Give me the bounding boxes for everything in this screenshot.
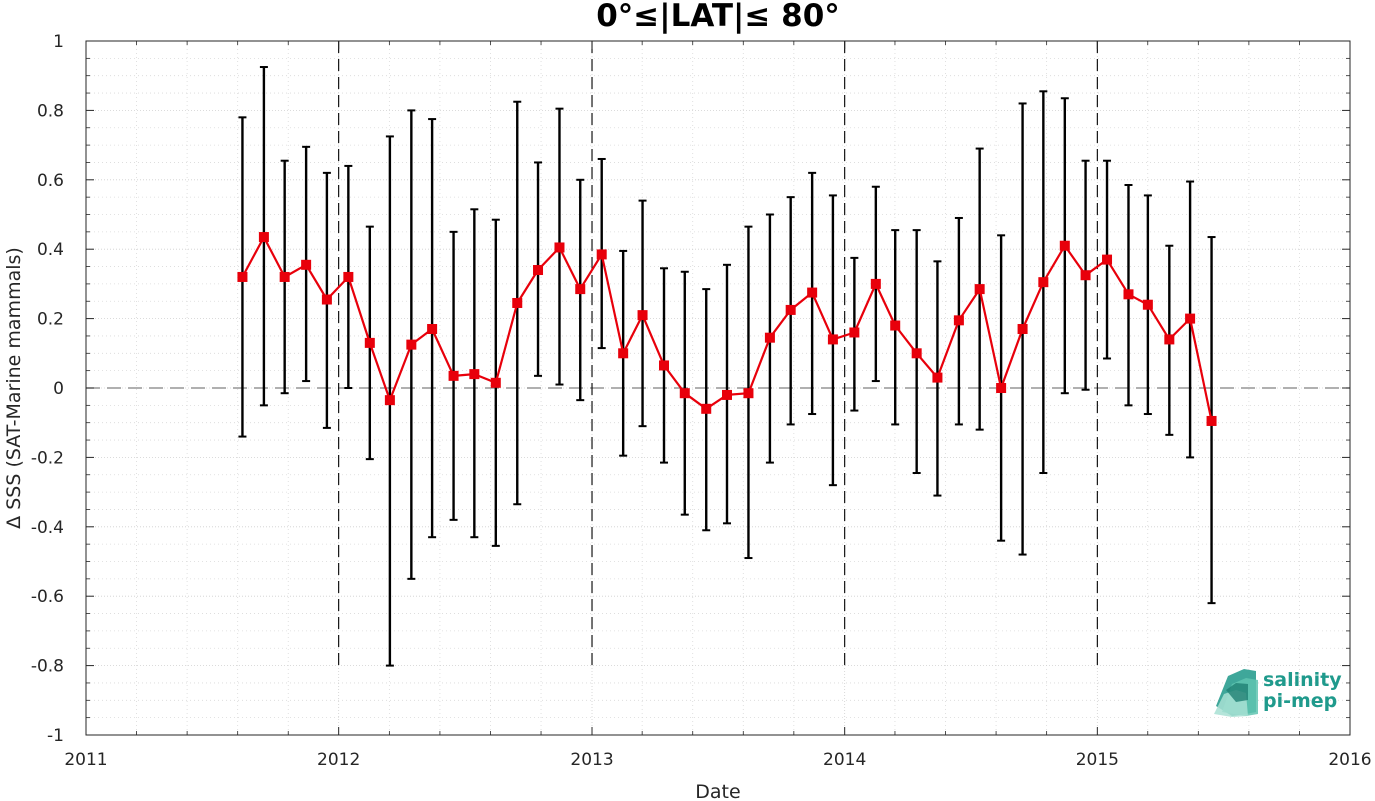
data-point-marker bbox=[364, 337, 375, 348]
data-point-marker bbox=[1059, 240, 1070, 251]
axis-ticks bbox=[85, 40, 1351, 736]
y-tick-label: 0.6 bbox=[37, 171, 64, 191]
data-point-marker bbox=[301, 259, 312, 270]
x-tick-label: 2014 bbox=[823, 750, 866, 770]
data-point-marker bbox=[343, 271, 354, 282]
data-point-marker bbox=[870, 278, 881, 289]
data-point-marker bbox=[743, 388, 754, 399]
x-tick-label: 2015 bbox=[1076, 750, 1119, 770]
data-point-marker bbox=[679, 388, 690, 399]
logo-text-salinity: salinity bbox=[1263, 669, 1342, 691]
data-point-marker bbox=[996, 383, 1007, 393]
data-point-marker bbox=[554, 242, 565, 253]
data-point-marker bbox=[533, 265, 544, 276]
data-point-marker bbox=[721, 389, 732, 400]
y-tick-label: 0 bbox=[53, 379, 64, 399]
data-point-marker bbox=[701, 403, 712, 414]
data-point-marker bbox=[1185, 313, 1196, 324]
wave-logo-icon bbox=[1214, 669, 1258, 717]
data-point-marker bbox=[427, 324, 438, 335]
data-point-marker bbox=[764, 332, 775, 343]
data-point-marker bbox=[448, 370, 459, 381]
data-point-marker bbox=[237, 271, 248, 282]
data-point-marker bbox=[406, 339, 417, 350]
data-point-marker bbox=[932, 372, 943, 383]
data-point-marker bbox=[1164, 334, 1175, 345]
data-point-marker bbox=[637, 310, 648, 321]
data-point-marker bbox=[785, 304, 796, 315]
data-point-marker bbox=[911, 348, 922, 359]
data-point-marker bbox=[953, 315, 964, 326]
y-tick-label: -0.6 bbox=[31, 587, 64, 607]
data-point-marker bbox=[279, 271, 290, 282]
series-markers bbox=[237, 232, 1217, 426]
data-point-marker bbox=[1206, 415, 1217, 426]
y-tick-label: 0.4 bbox=[37, 240, 64, 260]
y-tick-label: -1 bbox=[47, 726, 64, 746]
data-point-marker bbox=[618, 348, 629, 359]
y-tick-label: 0.2 bbox=[37, 310, 64, 330]
data-point-marker bbox=[1080, 270, 1091, 281]
data-point-marker bbox=[384, 395, 395, 406]
data-point-marker bbox=[849, 327, 860, 338]
data-point-marker bbox=[1038, 277, 1049, 288]
data-point-marker bbox=[596, 249, 607, 260]
data-point-marker bbox=[490, 377, 501, 388]
chart-title: 0°≤|LAT|≤ 80° bbox=[596, 0, 840, 34]
data-point-marker bbox=[258, 232, 269, 243]
y-tick-label: 0.8 bbox=[37, 101, 64, 121]
x-tick-label: 2011 bbox=[64, 750, 107, 770]
x-axis-label: Date bbox=[695, 781, 740, 801]
x-tick-label: 2012 bbox=[317, 750, 360, 770]
y-tick-label: -0.8 bbox=[31, 657, 64, 677]
y-axis-label: Δ SSS (SAT-Marine mammals) bbox=[3, 247, 25, 529]
data-point-marker bbox=[1017, 324, 1028, 335]
data-point-marker bbox=[512, 297, 523, 308]
data-point-marker bbox=[974, 284, 985, 295]
data-point-marker bbox=[469, 369, 480, 380]
x-axis-tick-labels: 2011 2012 2013 2014 2015 2016 bbox=[64, 750, 1371, 770]
y-tick-label: -0.4 bbox=[31, 518, 64, 538]
x-tick-label: 2016 bbox=[1328, 750, 1371, 770]
logo-text-pi-mep: pi-mep bbox=[1263, 690, 1337, 712]
data-point-marker bbox=[575, 284, 586, 295]
salinity-pi-mep-logo: salinity pi-mep bbox=[1214, 669, 1342, 717]
data-point-marker bbox=[807, 287, 818, 298]
data-point-marker bbox=[1102, 254, 1113, 265]
data-point-marker bbox=[1142, 299, 1153, 310]
y-axis-tick-labels: 1 0.8 0.6 0.4 0.2 0 -0.2 -0.4 -0.6 -0.8 -1 bbox=[31, 32, 64, 746]
y-tick-label: -0.2 bbox=[31, 448, 64, 468]
year-separator-lines bbox=[338, 41, 1098, 668]
data-point-marker bbox=[827, 334, 838, 345]
x-tick-label: 2013 bbox=[570, 750, 613, 770]
data-point-marker bbox=[321, 294, 332, 305]
data-point-marker bbox=[659, 360, 670, 371]
data-point-marker bbox=[1123, 289, 1134, 300]
data-point-marker bbox=[890, 320, 901, 331]
y-tick-label: 1 bbox=[53, 32, 64, 52]
